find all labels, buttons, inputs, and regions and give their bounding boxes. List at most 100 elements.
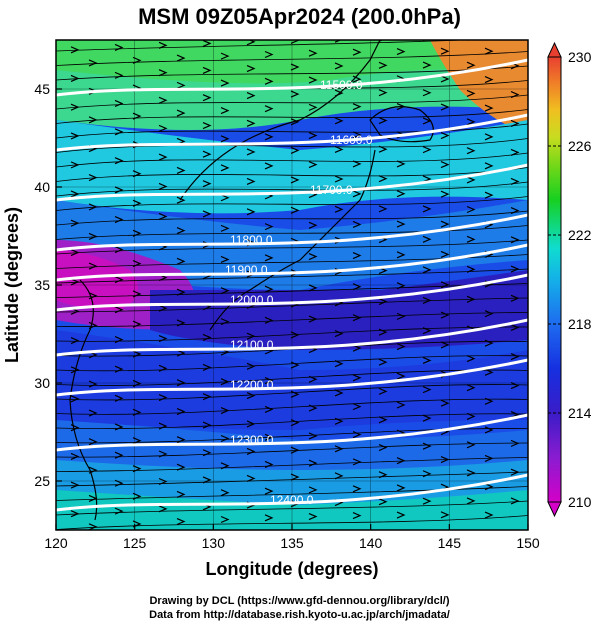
wind-arrow <box>352 48 362 56</box>
wind-arrow <box>264 285 274 293</box>
wind-arrow <box>378 298 388 306</box>
wind-arrow <box>114 128 124 136</box>
wind-arrow <box>334 145 344 154</box>
height-contour <box>56 273 528 312</box>
height-contour <box>56 318 528 357</box>
wind-arrow <box>70 424 80 432</box>
contour-label: 12400.0 <box>270 493 314 507</box>
height-contour <box>56 213 528 252</box>
wind-arrow <box>246 332 256 340</box>
wind-arrow <box>422 414 432 422</box>
map-field: 11500.0 11600.0 11700.0 11800.0 11900.0 12000… <box>56 40 536 530</box>
wind-streamline <box>56 486 528 501</box>
y-axis: 25 30 35 40 45 <box>34 81 62 489</box>
y-tick-label: 40 <box>34 179 50 195</box>
wind-arrow <box>176 109 186 117</box>
wind-arrow <box>114 507 124 515</box>
wind-arrow <box>529 49 536 55</box>
wind-arrow <box>114 336 124 344</box>
wind-arrow <box>466 441 476 449</box>
wind-arrow <box>70 161 80 169</box>
wind-arrow <box>88 292 98 300</box>
wind-arrow <box>352 103 362 111</box>
wind-streamline <box>56 138 528 153</box>
wind-arrow <box>484 76 494 84</box>
wind-arrow <box>114 99 124 107</box>
wind-arrow <box>88 116 98 124</box>
wind-arrow <box>202 94 212 102</box>
wind-arrow <box>529 513 536 519</box>
wind-arrow <box>466 355 476 363</box>
wind-arrow <box>529 165 536 171</box>
wind-arrow <box>88 59 98 67</box>
wind-arrow <box>132 56 142 64</box>
wind-arrow <box>396 372 406 380</box>
wind-arrow <box>466 469 476 477</box>
wind-arrow <box>396 102 406 111</box>
wind-arrow <box>158 153 168 161</box>
wind-arrow <box>484 162 494 170</box>
wind-arrow <box>88 174 98 182</box>
wind-arrow <box>484 310 494 318</box>
wind-arrow <box>158 422 168 430</box>
wind-arrow <box>290 473 300 481</box>
wind-arrow <box>308 486 318 494</box>
y-tick-label: 45 <box>34 81 50 97</box>
wind-arrow <box>88 380 98 388</box>
wind-arrow <box>290 331 300 339</box>
wind-arrow <box>246 40 256 46</box>
wind-arrow <box>132 199 142 207</box>
contour-label: 11900.0 <box>225 263 268 277</box>
wind-arrow <box>396 282 406 290</box>
wind-arrow <box>70 132 80 140</box>
colorbar-tick-label: 214 <box>568 405 592 421</box>
wind-arrow <box>510 323 520 332</box>
wind-arrow <box>114 479 124 487</box>
wind-arrow <box>352 458 362 466</box>
wind-arrow <box>466 235 476 243</box>
wind-arrow <box>510 382 520 390</box>
height-contour <box>56 113 528 152</box>
wind-arrow <box>88 262 98 270</box>
contour-label: 11800.0 <box>230 233 273 247</box>
wind-arrow <box>114 186 124 194</box>
wind-arrow <box>246 119 256 127</box>
wind-arrow <box>264 77 274 85</box>
wind-arrow <box>352 220 362 229</box>
wind-arrow <box>334 40 342 43</box>
wind-arrow <box>158 364 168 372</box>
wind-arrow <box>176 227 186 235</box>
wind-arrow <box>132 229 142 237</box>
wind-arrow <box>378 328 388 336</box>
wind-arrow <box>529 107 536 113</box>
wind-arrow <box>220 287 230 295</box>
wind-streamline <box>56 398 528 415</box>
wind-arrow <box>352 160 362 168</box>
wind-arrow <box>440 47 450 55</box>
y-tick-label: 35 <box>34 277 50 293</box>
wind-arrow <box>529 367 536 373</box>
x-axis: 120 125 130 135 140 145 150 <box>44 524 540 551</box>
wind-arrow <box>264 316 274 324</box>
wind-arrow <box>352 283 362 291</box>
wind-arrow <box>114 394 124 402</box>
wind-streamline <box>56 51 528 66</box>
x-tick-label: 150 <box>516 535 540 551</box>
wind-arrow <box>466 384 476 392</box>
wind-arrow <box>158 182 168 191</box>
height-contour <box>56 58 528 97</box>
wind-arrow <box>70 337 80 345</box>
wind-arrow <box>176 196 186 204</box>
wind-arrow <box>422 442 432 450</box>
wind-arrow <box>114 245 124 254</box>
wind-arrow <box>202 476 212 484</box>
wind-arrow <box>246 177 256 186</box>
wind-arrow <box>176 81 186 89</box>
wind-arrow <box>220 462 230 470</box>
wind-arrow <box>352 251 362 260</box>
wind-arrow <box>466 89 476 97</box>
wind-arrow <box>220 318 230 326</box>
wind-arrow <box>158 69 168 77</box>
map-title: MSM 09Z05Apr2024 (200.0hPa) <box>138 4 461 29</box>
